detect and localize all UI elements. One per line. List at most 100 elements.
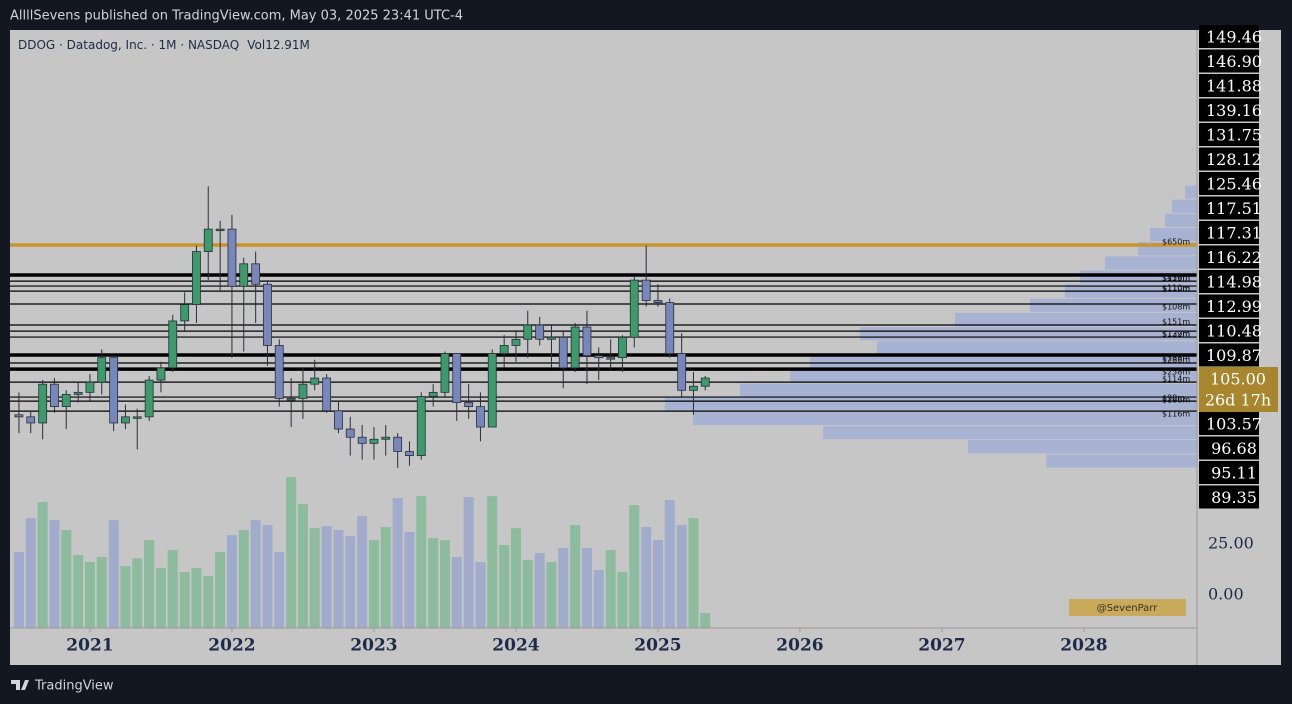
volume-bar: [534, 553, 545, 628]
volume-bar: [262, 525, 273, 628]
candle-body: [61, 393, 71, 408]
candle-body: [452, 353, 462, 403]
logo-mark: [11, 680, 29, 690]
profile-bar: [665, 397, 1197, 412]
volume-bar: [652, 540, 663, 628]
price-label-box: [1199, 343, 1259, 367]
price-label-box: [1199, 221, 1259, 244]
volume-bar: [581, 548, 592, 628]
candle-body: [558, 336, 568, 369]
volume-bar: [286, 477, 297, 628]
x-tick-label: 2025: [634, 636, 681, 656]
indicator-scale-label: 0.00: [1208, 585, 1244, 604]
candle-body: [689, 385, 698, 391]
price-label: 131.75: [1206, 126, 1262, 145]
volume-bar: [167, 550, 178, 628]
candle-body: [487, 353, 497, 428]
volume-bar: [593, 570, 604, 628]
candle-body: [203, 228, 213, 252]
candle-body: [121, 416, 130, 424]
price-label-box: [1199, 98, 1259, 122]
x-tick-label: 2022: [208, 636, 255, 656]
candle-body: [677, 353, 687, 391]
level-label: $110m: [1162, 284, 1190, 293]
candle-body: [594, 355, 604, 359]
candle-body: [405, 451, 414, 456]
candle-body: [641, 279, 651, 301]
candle-body: [14, 414, 24, 418]
symbol-legend-text: DDOG · Datadog, Inc. · 1M · NASDAQ: [18, 38, 239, 52]
candle-body: [464, 402, 474, 408]
volume-bar: [132, 558, 143, 628]
candle-body: [665, 302, 675, 354]
price-label: 117.31: [1206, 224, 1262, 243]
candle-body: [144, 379, 154, 418]
candle-body: [511, 338, 521, 346]
volume-bar: [73, 555, 84, 628]
volume-bar: [155, 568, 166, 628]
level-label: $110m: [1162, 285, 1190, 294]
price-label: 110.48: [1206, 322, 1262, 341]
price-label-box: [1199, 412, 1259, 435]
price-label: 103.57: [1206, 415, 1262, 434]
volume-bar: [368, 540, 379, 628]
volume-bar: [84, 562, 95, 628]
price-label-box: [1199, 270, 1259, 293]
price-label-box: [1199, 172, 1259, 195]
price-label-box: [1199, 196, 1259, 220]
indicator-scale-label: 25.00: [1208, 534, 1254, 553]
volume-bar: [392, 498, 403, 628]
volume-bar: [191, 568, 202, 628]
volume-bar: [404, 532, 415, 628]
candle-body: [618, 336, 627, 359]
current-price: 105.00: [1210, 370, 1266, 389]
volume-bar: [487, 496, 498, 628]
candle-body: [132, 416, 142, 419]
candle-body: [239, 263, 249, 287]
volume-bar: [120, 566, 131, 628]
volume-bar: [215, 552, 226, 628]
volume-bar: [144, 540, 155, 628]
candle-body: [369, 438, 379, 444]
price-label-box: [1199, 294, 1259, 318]
volume-bar: [333, 530, 344, 628]
candle-body: [274, 345, 284, 399]
price-label: 125.46: [1206, 175, 1262, 194]
profile-bar: [1150, 227, 1197, 242]
volume-bar: [357, 516, 368, 628]
price-label: 89.35: [1211, 488, 1257, 507]
candle-body: [653, 300, 663, 303]
volume-bar: [49, 520, 60, 628]
profile-bar: [693, 412, 1197, 426]
candle-body: [393, 436, 403, 452]
volume-bar: [664, 500, 675, 628]
profile-bar: [1029, 298, 1197, 312]
volume-bar: [416, 496, 427, 628]
volume-bar: [179, 572, 190, 628]
price-label: 149.46: [1206, 28, 1262, 47]
current-price-box: [1199, 367, 1278, 412]
symbol-legend: DDOG · Datadog, Inc. · 1M · NASDAQ Vol12.…: [18, 38, 310, 52]
candle-body: [700, 377, 710, 387]
volume-bar: [297, 504, 308, 628]
price-label: 116.22: [1206, 248, 1262, 267]
candle-body: [357, 436, 367, 444]
price-label-box: [1199, 485, 1259, 509]
x-tick-label: 2026: [776, 636, 823, 656]
candle-body: [416, 396, 426, 456]
volume-bar: [238, 530, 249, 628]
price-label: 114.98: [1206, 273, 1262, 292]
candle-body: [310, 377, 320, 385]
level-label: $650m: [1162, 238, 1190, 247]
candle-body: [345, 428, 355, 438]
volume-bar: [309, 528, 320, 628]
volume-bar: [546, 562, 557, 628]
candle-body: [215, 228, 225, 232]
price-label-box: [1199, 319, 1259, 342]
volume-bar: [61, 530, 72, 628]
candle-body: [606, 357, 616, 360]
volume-bar: [641, 527, 652, 628]
volume-bar: [510, 528, 521, 628]
